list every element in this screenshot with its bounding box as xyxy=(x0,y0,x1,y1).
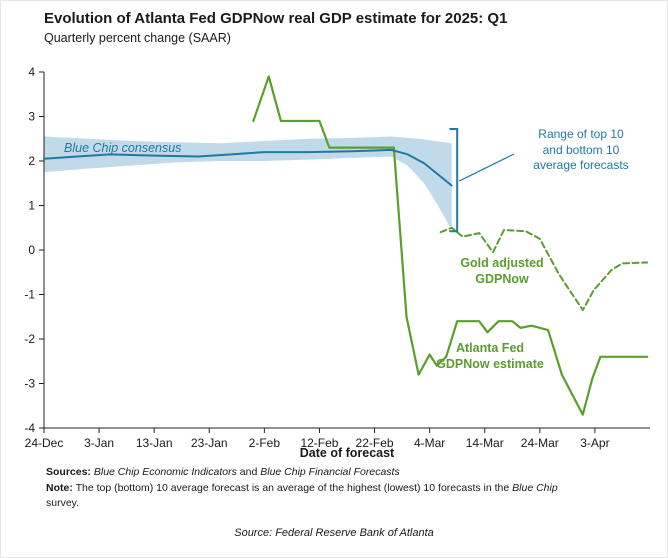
range-annotation-connector xyxy=(458,153,515,182)
sources-item: Blue Chip Economic Indicators xyxy=(93,466,237,478)
note-text: The top (bottom) 10 average forecast is … xyxy=(75,482,510,494)
chart-title: Evolution of Atlanta Fed GDPNow real GDP… xyxy=(44,10,508,27)
x-tick-label: 2-Feb xyxy=(249,436,281,450)
chart-subtitle: Quarterly percent change (SAAR) xyxy=(44,31,231,45)
x-tick-label: 4-Mar xyxy=(414,436,445,450)
gold-adjusted-label-line: GDPNow xyxy=(475,272,529,287)
y-tick-label: -1 xyxy=(24,288,35,302)
y-tick-label: 1 xyxy=(28,199,35,213)
source-credit: Source: Federal Reserve Bank of Atlanta xyxy=(234,527,434,539)
survey-note: Note: The top (bottom) 10 average foreca… xyxy=(46,481,558,511)
x-tick-label: 14-Mar xyxy=(466,436,504,450)
y-tick-label: 4 xyxy=(28,65,35,79)
x-tick-label: 3-Apr xyxy=(580,436,609,450)
atlanta-fed-gdpnow-label: Atlanta Fed GDPNow estimate xyxy=(419,340,561,373)
note-blue-chip: Blue Chip xyxy=(512,482,558,494)
blue-chip-consensus-label: Blue Chip consensus xyxy=(64,141,182,155)
range-annotation-line: and bottom 10 xyxy=(542,142,620,157)
x-tick-label: 24-Dec xyxy=(25,436,64,450)
gold-adjusted-label-line: Gold adjusted xyxy=(460,256,544,270)
series-atlanta-fed-gdpnow-line xyxy=(252,75,649,416)
x-tick-label: 3-Jan xyxy=(84,436,114,450)
range-bracket xyxy=(449,127,459,233)
range-annotation-line: average forecasts xyxy=(533,158,629,173)
gdpnow-label-line: GDPNow estimate xyxy=(436,357,544,372)
x-tick-label: 22-Feb xyxy=(356,436,394,450)
gdpnow-label-line: Atlanta Fed xyxy=(455,341,525,355)
x-tick-label: 13-Jan xyxy=(136,436,173,450)
series-gold-adjusted-gdpnow-line xyxy=(439,226,649,312)
sources-joiner: and xyxy=(239,466,258,478)
survey-note-line: Note: The top (bottom) 10 average foreca… xyxy=(46,481,558,496)
y-tick-label: -4 xyxy=(24,421,35,435)
y-tick-label: 0 xyxy=(28,243,35,257)
series-blue-chip-consensus-line xyxy=(43,148,453,187)
sources-item: Blue Chip Financial Forecasts xyxy=(260,466,400,478)
y-tick-label: 2 xyxy=(28,154,35,168)
range-annotation-line: Range of top 10 xyxy=(538,127,624,141)
y-tick-label: -2 xyxy=(24,332,35,346)
sources-note: Sources: Blue Chip Economic Indicators a… xyxy=(46,466,400,478)
sources-label: Sources: xyxy=(46,466,91,478)
y-tick-label: -3 xyxy=(24,377,35,391)
x-tick-label: 12-Feb xyxy=(300,436,338,450)
x-tick-label: 24-Mar xyxy=(521,436,559,450)
x-axis-title: Date of forecast xyxy=(299,446,395,460)
range-annotation: Range of top 10 and bottom 10 average fo… xyxy=(512,127,650,174)
survey-note-line: survey. xyxy=(46,497,80,510)
blue-chip-range-band xyxy=(44,136,452,230)
note-label: Note: xyxy=(46,482,73,494)
gold-adjusted-gdpnow-label: Gold adjusted GDPNow xyxy=(437,255,567,288)
y-tick-label: 3 xyxy=(28,110,35,124)
x-tick-label: 23-Jan xyxy=(191,436,228,450)
